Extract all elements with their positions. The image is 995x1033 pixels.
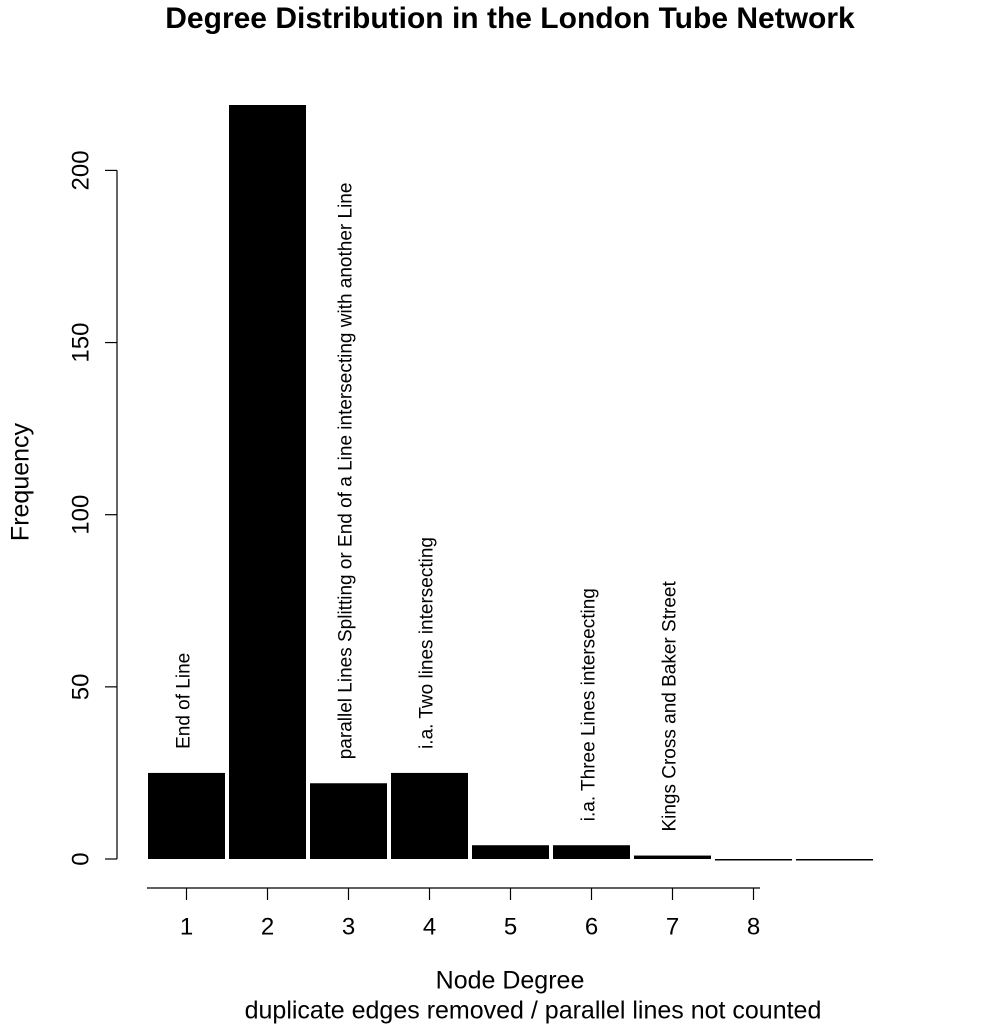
bar xyxy=(229,105,306,859)
bar xyxy=(148,772,225,859)
y-tick-label: 150 xyxy=(67,323,94,363)
x-axis-label: Node Degree xyxy=(436,967,585,995)
bar xyxy=(391,772,468,859)
x-tick-label: 4 xyxy=(423,913,436,940)
x-tick-label: 3 xyxy=(342,913,355,940)
bar-annotation: End of Line xyxy=(174,653,195,749)
bar xyxy=(310,783,387,859)
chart-title: Degree Distribution in the London Tube N… xyxy=(165,2,855,35)
x-tick-label: 2 xyxy=(261,913,274,940)
bar-annotation: i.a. Three Lines intersecting xyxy=(579,588,600,821)
bar-annotation: i.a. Two lines intersecting xyxy=(417,537,438,749)
bar xyxy=(553,845,630,859)
bar-annotation: parallel Lines Splitting or End of a Lin… xyxy=(336,183,357,760)
bar-annotation: Kings Cross and Baker Street xyxy=(660,581,681,832)
y-tick-label: 50 xyxy=(67,674,94,701)
x-tick-label: 8 xyxy=(747,913,760,940)
bar xyxy=(715,859,792,861)
subtitle: duplicate edges removed / parallel lines… xyxy=(245,997,822,1025)
x-tick-label: 1 xyxy=(180,913,193,940)
y-axis-label: Frequency xyxy=(7,422,35,541)
x-tick-label: 6 xyxy=(585,913,598,940)
y-tick-label: 200 xyxy=(67,150,94,190)
bar xyxy=(472,845,549,859)
bar xyxy=(796,859,873,861)
bar xyxy=(634,855,711,859)
y-tick-label: 100 xyxy=(67,495,94,535)
x-tick-label: 5 xyxy=(504,913,517,940)
y-tick-label: 0 xyxy=(67,852,94,865)
x-tick-label: 7 xyxy=(666,913,679,940)
